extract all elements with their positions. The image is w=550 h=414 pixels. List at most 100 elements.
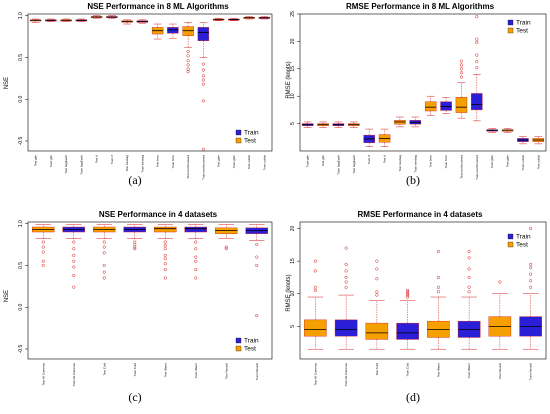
box-10 bbox=[167, 23, 179, 39]
panel-b: RMSE Performance in 8 ML Algorithms RMSE… bbox=[286, 2, 547, 187]
x-tick-label: Test Neutral bbox=[498, 363, 502, 379]
outlier-point bbox=[436, 275, 440, 280]
panel-caption: (c) bbox=[128, 390, 141, 404]
box-7 bbox=[215, 224, 238, 251]
test-box bbox=[455, 97, 468, 113]
outlier-point bbox=[186, 50, 190, 54]
outlier-point bbox=[375, 267, 379, 271]
outlier-point bbox=[72, 253, 76, 257]
outlier-point bbox=[194, 276, 198, 280]
outlier-point bbox=[406, 295, 410, 299]
box-16 bbox=[258, 16, 271, 20]
y-tick-label: 20 bbox=[290, 38, 296, 44]
x-tick-label: Test bagEarth bbox=[352, 155, 356, 174]
x-tick-label: Test treebag bbox=[398, 155, 402, 172]
outlier-point bbox=[186, 63, 190, 67]
outlier-point bbox=[529, 285, 533, 289]
test-box bbox=[182, 26, 194, 36]
x-tick-label: Test rf bbox=[383, 155, 387, 163]
x-tick-label: Train Cold bbox=[406, 363, 410, 377]
x-tick-label: Test All Cameras bbox=[41, 363, 45, 386]
outlier-point bbox=[529, 266, 533, 270]
box-4 bbox=[75, 18, 88, 22]
x-tick-label: Train gbm bbox=[232, 155, 236, 169]
outlier-point bbox=[163, 247, 167, 251]
x-tick-label: Test All Cameras bbox=[313, 363, 317, 386]
x-tick-label: Test brnn bbox=[156, 155, 160, 168]
box-4 bbox=[123, 224, 146, 251]
outlier-point bbox=[133, 247, 137, 251]
x-tick-label: Train Warm bbox=[467, 363, 471, 379]
y-tick-label: 10 bbox=[290, 291, 296, 297]
legend-label-train: Train bbox=[516, 20, 531, 27]
outlier-point bbox=[344, 280, 348, 284]
x-tick-label: Test Warm bbox=[163, 363, 167, 378]
outlier-point bbox=[436, 290, 440, 294]
legend-swatch-test bbox=[235, 345, 242, 352]
outlier-point bbox=[436, 285, 440, 289]
outlier-point bbox=[344, 246, 348, 250]
outlier-point bbox=[102, 245, 106, 249]
y-tick-label: 5 bbox=[290, 325, 296, 328]
outlier-point bbox=[255, 314, 259, 318]
outlier-point bbox=[41, 240, 45, 244]
outlier-point bbox=[255, 243, 259, 247]
box-11 bbox=[455, 59, 468, 119]
outlier-point bbox=[163, 257, 167, 261]
train-box bbox=[396, 322, 419, 340]
outlier-point bbox=[475, 60, 479, 64]
outlier-point bbox=[72, 240, 76, 244]
outlier-point bbox=[186, 54, 190, 58]
outlier-point bbox=[72, 285, 76, 289]
outlier-point bbox=[459, 75, 463, 79]
outlier-point bbox=[186, 67, 190, 71]
y-tick-label: 5 bbox=[290, 122, 296, 125]
y-tick-label: 0.0 bbox=[18, 304, 24, 311]
x-tick-label: Train brnn bbox=[444, 155, 448, 169]
outlier-point bbox=[133, 240, 137, 244]
outlier-point bbox=[467, 275, 471, 280]
legend-swatch-train bbox=[507, 19, 514, 26]
outlier-point bbox=[529, 279, 533, 283]
box-8 bbox=[136, 19, 149, 24]
x-tick-label: Test cubist bbox=[247, 155, 251, 169]
x-tick-label: Train gbm bbox=[490, 155, 494, 169]
x-tick-label: Train cubist bbox=[521, 155, 525, 171]
outlier-point bbox=[201, 82, 205, 86]
box-6 bbox=[378, 128, 391, 147]
panel-a: NSE Performance in 8 ML Algorithms NSE (… bbox=[4, 2, 273, 187]
outlier-point bbox=[313, 259, 317, 263]
outlier-point bbox=[344, 285, 348, 289]
panel-caption: (d) bbox=[406, 390, 420, 404]
box-7 bbox=[488, 280, 512, 350]
y-tick-label: 15 bbox=[290, 66, 296, 72]
outlier-point bbox=[344, 275, 348, 280]
y-tick-label: 0.5 bbox=[18, 262, 24, 269]
y-tick-label: 15 bbox=[290, 258, 296, 264]
box-2 bbox=[62, 224, 85, 289]
outlier-point bbox=[406, 290, 410, 294]
legend-label-train: Train bbox=[244, 338, 259, 345]
chart-title: NSE Performance in 4 datasets bbox=[99, 210, 218, 219]
x-tick-label: Test treebag bbox=[125, 155, 129, 172]
panel-caption: (b) bbox=[406, 173, 420, 187]
box-4 bbox=[348, 121, 360, 128]
box-2 bbox=[317, 121, 329, 128]
outlier-point bbox=[255, 263, 259, 267]
outlier-point bbox=[194, 247, 198, 251]
box-6 bbox=[457, 249, 481, 350]
outlier-point bbox=[72, 259, 76, 263]
box-5 bbox=[154, 224, 177, 280]
y-tick-label: -0.5 bbox=[18, 344, 24, 353]
outlier-point bbox=[72, 273, 76, 278]
y-tick-label: 25 bbox=[290, 11, 296, 17]
x-tick-label: Train treebag bbox=[140, 155, 144, 173]
outlier-point bbox=[72, 265, 76, 269]
outlier-point bbox=[375, 293, 379, 297]
box-10 bbox=[440, 97, 452, 114]
box-13 bbox=[212, 17, 225, 21]
outlier-point bbox=[529, 272, 533, 276]
y-tick-label: 0.0 bbox=[18, 96, 24, 103]
outlier-point bbox=[467, 267, 471, 271]
